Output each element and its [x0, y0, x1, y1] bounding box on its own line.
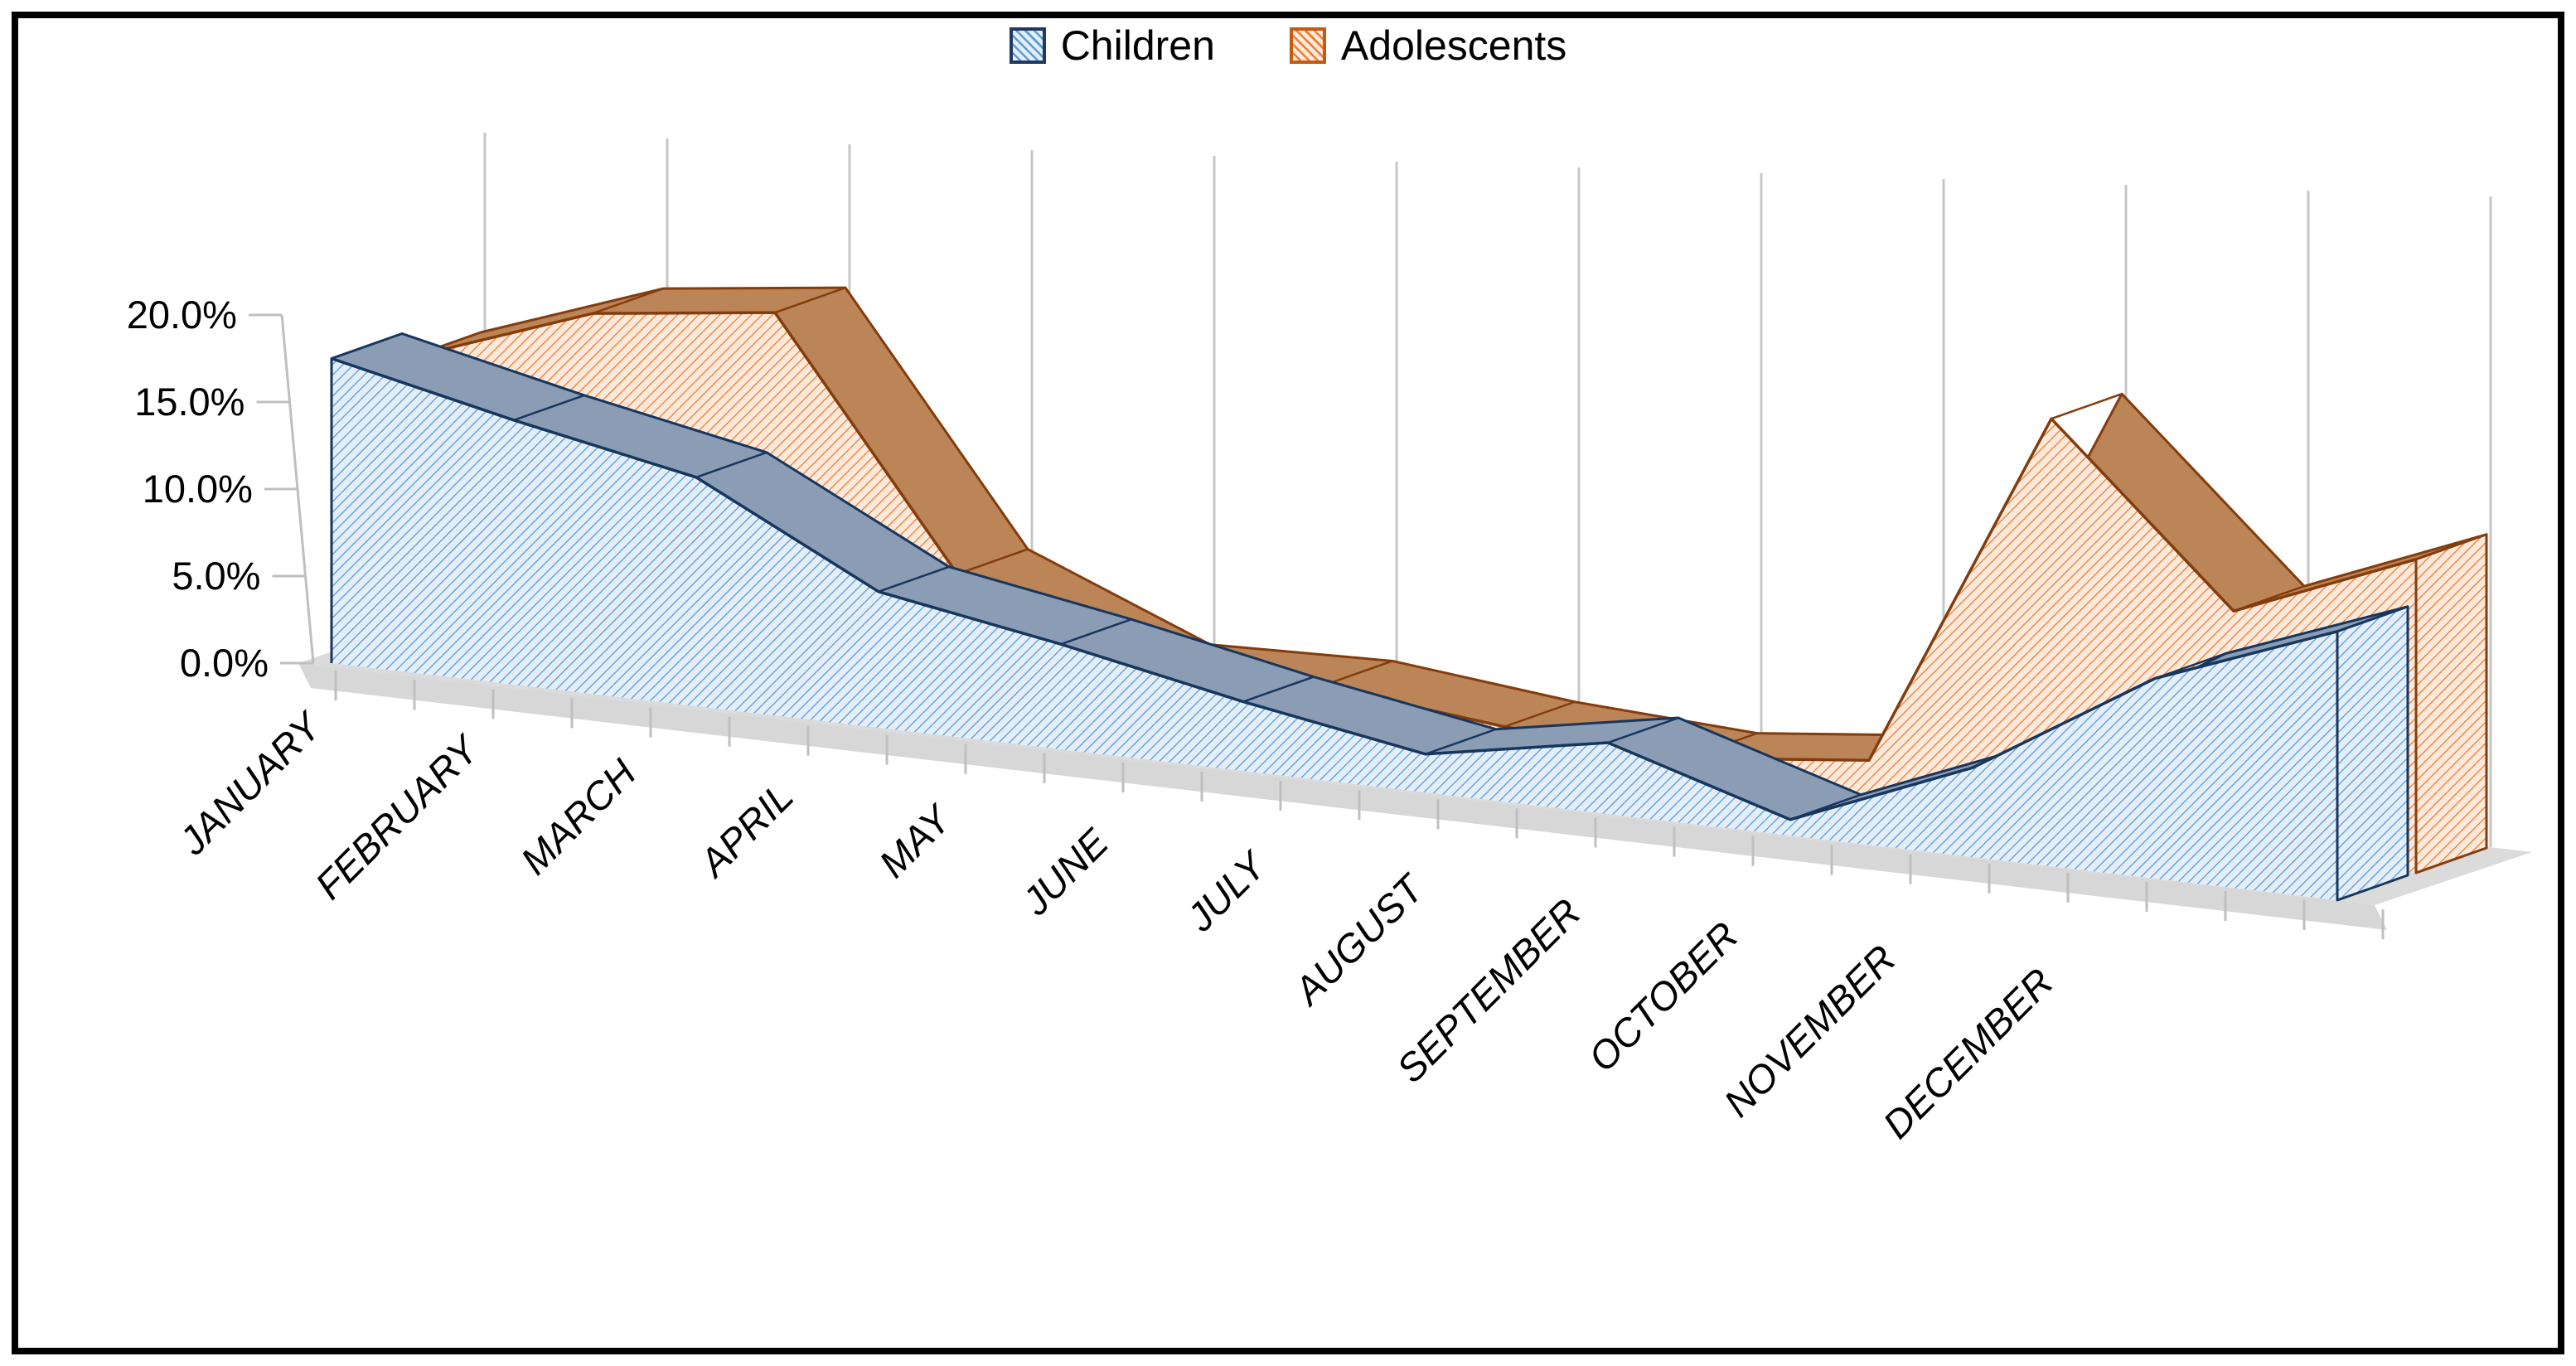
- month-label: JANUARY: [170, 702, 332, 864]
- category-ticks: [334, 671, 2385, 940]
- legend-item-adolescents: Adolescents: [1289, 22, 1567, 69]
- children-series-label: Children: [1060, 22, 1215, 69]
- month-label: JULY: [1178, 841, 1276, 940]
- y-tick-label: 15.0%: [134, 380, 245, 424]
- month-label: SEPTEMBER: [1388, 890, 1589, 1091]
- month-label: AUGUST: [1284, 865, 1433, 1014]
- adolescents-series-label: Adolescents: [1340, 22, 1567, 69]
- legend-item-children: Children: [1009, 22, 1215, 69]
- y-tick-label: 20.0%: [127, 293, 237, 337]
- month-label: MAY: [870, 795, 961, 886]
- series-ribbon-children: [330, 332, 2409, 902]
- y-tick-label: 10.0%: [143, 467, 253, 511]
- month-label: NOVEMBER: [1715, 937, 1904, 1126]
- y-tick-label: 5.0%: [172, 554, 260, 598]
- month-label: FEBRUARY: [307, 725, 489, 908]
- adolescents-series-swatch-icon: [1289, 27, 1326, 64]
- month-label: MARCH: [512, 751, 644, 883]
- y-axis: 0.0% 5.0% 10.0% 15.0% 20.0%: [127, 293, 315, 685]
- month-label: APRIL: [689, 774, 801, 887]
- month-label: JUNE: [1013, 820, 1116, 923]
- y-tick-label: 0.0%: [180, 641, 269, 685]
- month-label: DECEMBER: [1874, 960, 2061, 1147]
- month-label: OCTOBER: [1580, 913, 1746, 1080]
- children-series-swatch-icon: [1009, 27, 1046, 64]
- chart-legend: Children Adolescents: [0, 25, 2576, 66]
